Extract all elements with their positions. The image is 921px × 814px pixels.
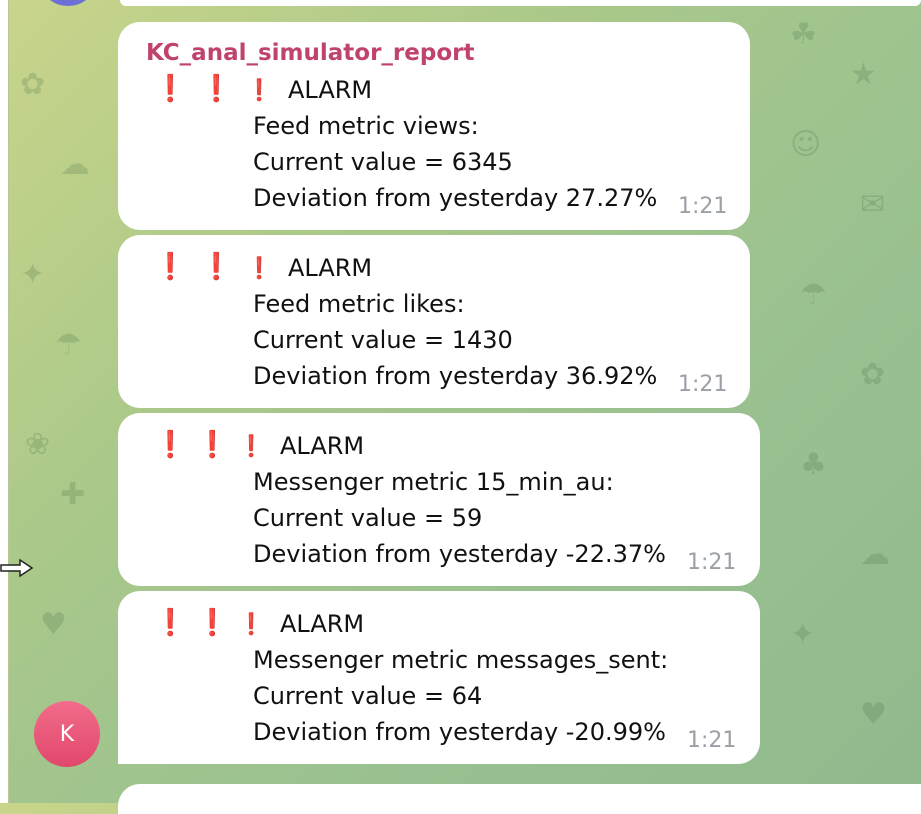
resize-cursor-icon [0,558,34,578]
exclamation-icon: ❗ [196,608,229,638]
sidebar-divider[interactable] [8,0,9,803]
deviation-value: Deviation from yesterday 27.27% [253,184,658,212]
background-doodle-icon: ✿ [860,357,886,392]
message-bubble[interactable]: ❗ ❗ ❗ ALARM Messenger metric messages_sent… [118,591,760,764]
current-value: Current value = 6345 [253,148,513,176]
message-bubble[interactable]: ❗ ❗ ❗ ALARM Messenger metric 15_min_au: Cu… [118,413,760,586]
message-time: 1:21 [687,728,737,753]
message-time: 1:21 [678,194,728,219]
next-message-bubble [118,784,921,814]
background-doodle-icon: ✚ [60,477,86,512]
background-doodle-icon: ♥ [860,697,887,732]
background-doodle-icon: ☁ [60,147,90,182]
sidebar-strip [0,0,9,803]
current-value: Current value = 1430 [253,326,513,354]
background-doodle-icon: ✉ [860,187,886,222]
alarm-label: ALARM [288,76,373,104]
background-doodle-icon: ☂ [55,327,82,362]
exclamation-icon: ❗ [154,430,187,460]
metric-name: Messenger metric messages_sent: [253,646,669,674]
current-value: Current value = 59 [253,504,483,532]
exclamation-icon: ❗ [154,74,187,104]
message-time: 1:21 [687,550,737,575]
message-time: 1:21 [678,372,728,397]
previous-avatar[interactable] [44,0,92,6]
metric-name: Feed metric views: [253,112,479,140]
exclamation-icon: ❗ [154,252,187,282]
alarm-label: ALARM [280,610,365,638]
deviation-value: Deviation from yesterday -20.99% [253,718,666,746]
background-doodle-icon: ✦ [20,257,46,292]
previous-message-bubble [120,0,921,6]
background-doodle-icon: ☂ [800,277,827,312]
background-doodle-icon: ✿ [20,67,46,102]
exclamation-icon: ❗ [238,612,265,636]
background-doodle-icon: ★ [850,57,877,92]
background-doodle-icon: ✦ [790,617,816,652]
exclamation-icon: ❗ [200,252,233,282]
metric-name: Feed metric likes: [253,290,465,318]
deviation-value: Deviation from yesterday 36.92% [253,362,658,390]
alarm-marks: ❗ ❗ ❗ [154,430,284,460]
alarm-marks: ❗ ❗ ❗ [154,252,292,282]
background-doodle-icon: ♣ [800,447,827,482]
alarm-marks: ❗ ❗ ❗ [154,74,292,104]
exclamation-icon: ❗ [200,74,233,104]
background-doodle-icon: ☁ [860,537,890,572]
alarm-label: ALARM [288,254,373,282]
background-doodle-icon: ❀ [25,427,51,462]
exclamation-icon: ❗ [238,434,265,458]
alarm-label: ALARM [280,432,365,460]
deviation-value: Deviation from yesterday -22.37% [253,540,666,568]
exclamation-icon: ❗ [246,78,273,102]
background-doodle-icon: ♥ [40,607,67,642]
message-bubble[interactable]: ❗ ❗ ❗ ALARM Feed metric likes: Current val… [118,235,750,408]
avatar[interactable]: K [34,701,100,767]
current-value: Current value = 64 [253,682,483,710]
metric-name: Messenger metric 15_min_au: [253,468,614,496]
exclamation-icon: ❗ [154,608,187,638]
background-doodle-icon: ☘ [790,17,817,52]
exclamation-icon: ❗ [196,430,229,460]
exclamation-icon: ❗ [246,256,273,280]
background-doodle-icon: ☺ [790,127,822,162]
alarm-marks: ❗ ❗ ❗ [154,608,284,638]
message-bubble[interactable]: KC_anal_simulator_report ❗ ❗ ❗ ALARM Feed … [118,22,750,230]
sender-name[interactable]: KC_anal_simulator_report [146,40,475,66]
